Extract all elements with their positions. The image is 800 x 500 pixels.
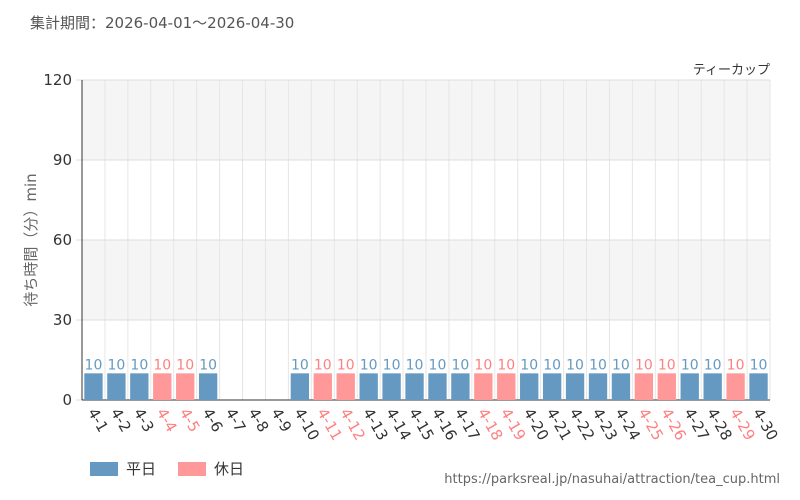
data-label: 10 bbox=[337, 357, 355, 373]
chart-title: ティーカップ bbox=[693, 63, 770, 78]
data-label: 10 bbox=[612, 357, 630, 373]
bar bbox=[497, 373, 516, 400]
bar bbox=[198, 373, 218, 400]
legend-swatch-weekday bbox=[90, 461, 118, 476]
data-label: 10 bbox=[727, 357, 745, 373]
bar bbox=[749, 373, 768, 400]
bar bbox=[176, 373, 195, 400]
bar bbox=[382, 373, 401, 400]
legend: 平日 休日 bbox=[90, 458, 266, 479]
data-label: 10 bbox=[750, 357, 768, 373]
bar bbox=[680, 373, 699, 400]
bar bbox=[153, 373, 172, 400]
bar bbox=[359, 373, 378, 400]
period-label: 集計期間：2026-04-01～2026-04-30 bbox=[30, 14, 295, 32]
x-tick-label: 4-7 bbox=[222, 405, 250, 435]
data-label: 10 bbox=[314, 357, 332, 373]
x-tick-label: 4-8 bbox=[245, 405, 273, 435]
bar bbox=[107, 373, 126, 400]
data-label: 10 bbox=[85, 357, 103, 373]
x-tick-label: 4-3 bbox=[130, 405, 158, 435]
legend-label-weekday: 平日 bbox=[126, 460, 157, 478]
x-tick-label: 4-6 bbox=[199, 405, 227, 435]
bar bbox=[520, 373, 539, 400]
bar bbox=[565, 373, 585, 400]
legend-swatch-holiday bbox=[178, 461, 207, 476]
data-label: 10 bbox=[658, 357, 676, 373]
data-label: 10 bbox=[681, 357, 699, 373]
data-label: 10 bbox=[497, 357, 515, 373]
data-label: 10 bbox=[107, 357, 125, 373]
data-label: 10 bbox=[130, 357, 148, 373]
bar bbox=[451, 373, 470, 400]
legend-label-holiday: 休日 bbox=[214, 460, 245, 478]
bar bbox=[588, 373, 608, 400]
x-tick-label: 4-4 bbox=[153, 405, 181, 435]
data-label: 10 bbox=[543, 357, 561, 373]
data-label: 10 bbox=[474, 357, 492, 373]
bar bbox=[611, 373, 631, 400]
x-tick-label: 4-1 bbox=[84, 405, 112, 435]
bar bbox=[726, 373, 745, 400]
source-url: https://parksreal.jp/nasuhai/attraction/… bbox=[444, 472, 780, 487]
y-axis-label: 待ち時間（分）min bbox=[22, 173, 40, 306]
bar bbox=[634, 373, 654, 400]
data-label: 10 bbox=[566, 357, 584, 373]
bar bbox=[657, 373, 676, 400]
data-label: 10 bbox=[153, 357, 171, 373]
bar bbox=[542, 373, 562, 400]
y-tick-label: 120 bbox=[43, 71, 72, 89]
bar bbox=[703, 373, 722, 400]
bar bbox=[336, 373, 355, 400]
bar bbox=[474, 373, 493, 400]
bar bbox=[84, 373, 103, 400]
data-label: 10 bbox=[383, 357, 401, 373]
x-tick-label: 4-9 bbox=[267, 405, 295, 435]
y-tick-label: 0 bbox=[62, 391, 72, 409]
data-label: 10 bbox=[704, 357, 722, 373]
legend-item-holiday: 休日 bbox=[178, 458, 244, 479]
bar bbox=[405, 373, 424, 400]
bar bbox=[428, 373, 447, 400]
data-label: 10 bbox=[589, 357, 607, 373]
x-tick-label: 4-2 bbox=[107, 405, 135, 435]
data-label: 10 bbox=[176, 357, 194, 373]
data-label: 10 bbox=[429, 357, 447, 373]
bar bbox=[313, 373, 332, 400]
data-label: 10 bbox=[199, 357, 217, 373]
data-label: 10 bbox=[451, 357, 469, 373]
y-tick-label: 90 bbox=[53, 151, 72, 169]
y-tick-label: 30 bbox=[53, 311, 72, 329]
data-label: 10 bbox=[291, 357, 309, 373]
data-label: 10 bbox=[520, 357, 538, 373]
x-tick-label: 4-5 bbox=[176, 405, 204, 435]
data-label: 10 bbox=[360, 357, 378, 373]
data-label: 10 bbox=[406, 357, 424, 373]
y-tick-label: 60 bbox=[53, 231, 72, 249]
bar bbox=[290, 373, 310, 400]
legend-item-weekday: 平日 bbox=[90, 458, 156, 479]
data-label: 10 bbox=[635, 357, 653, 373]
bar bbox=[130, 373, 149, 400]
